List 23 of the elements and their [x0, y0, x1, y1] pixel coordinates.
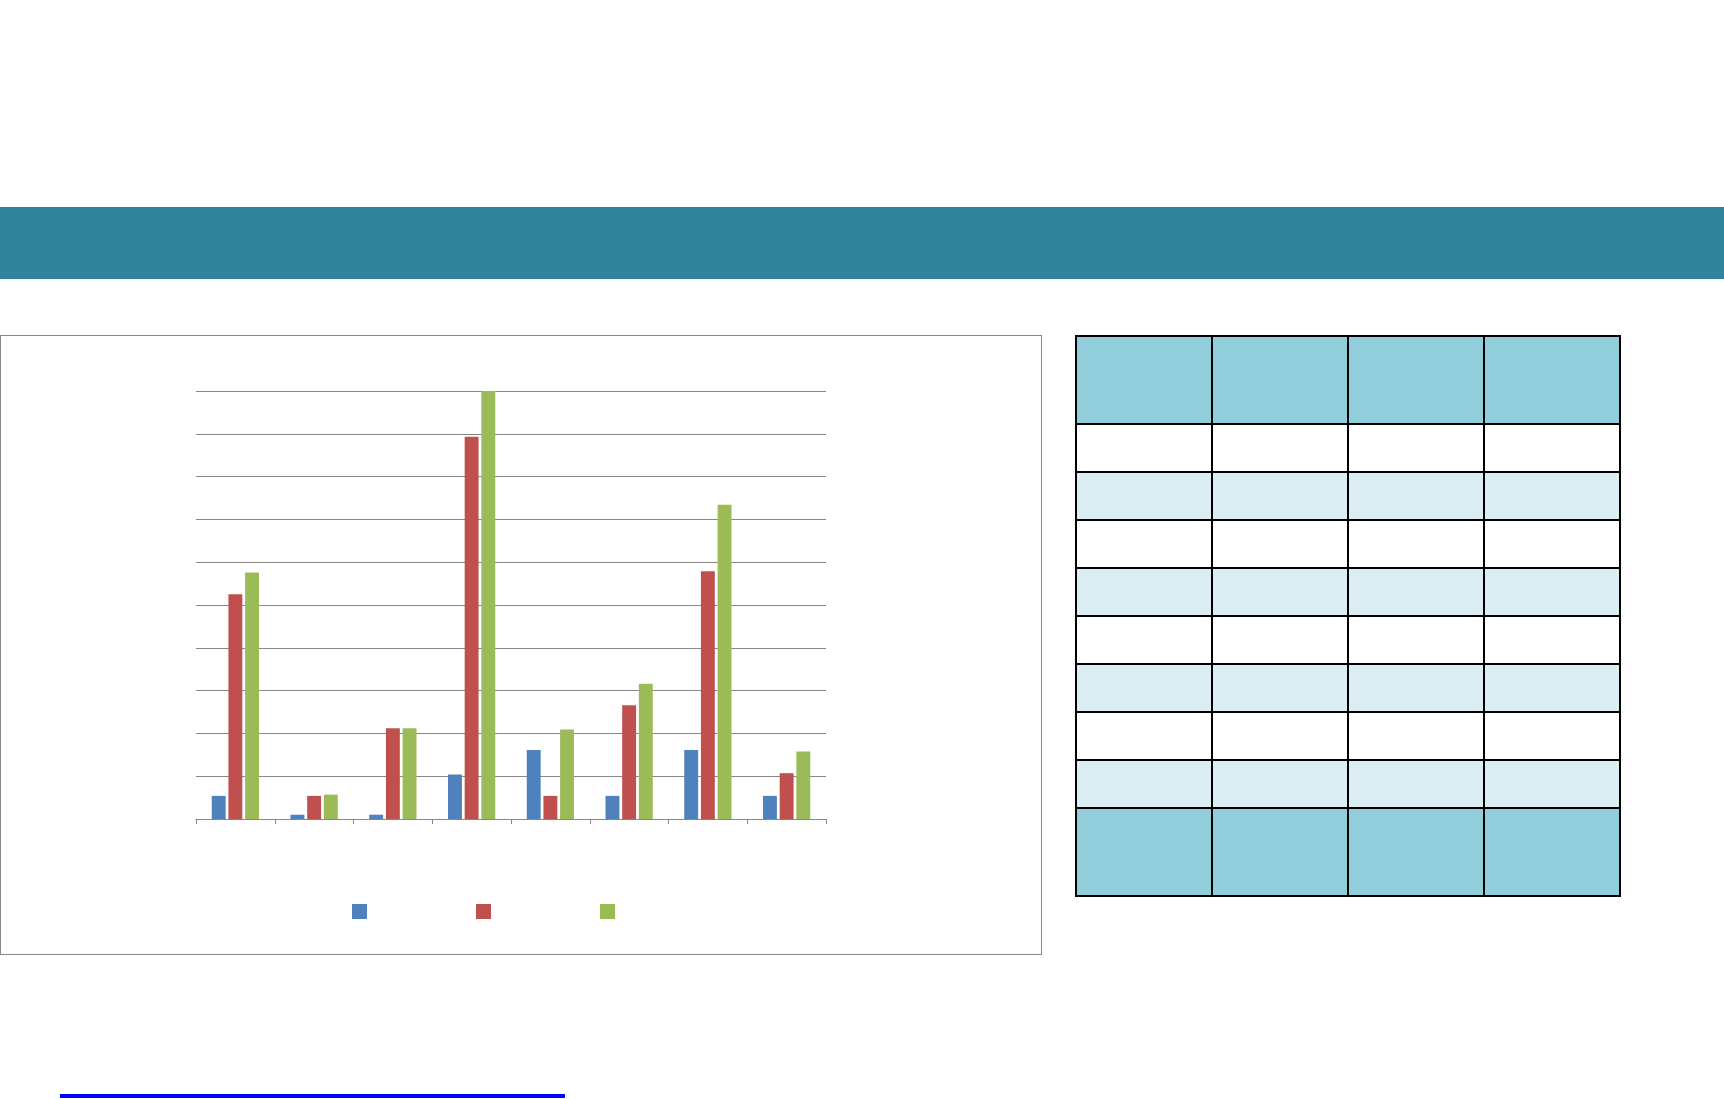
- bar: [369, 814, 384, 819]
- bar: [638, 683, 653, 819]
- bar: [323, 794, 338, 819]
- bar: [779, 773, 794, 819]
- bar: [560, 729, 574, 819]
- bar: [481, 391, 496, 819]
- bar: [385, 728, 400, 819]
- bar: [228, 594, 243, 819]
- bar: [622, 705, 637, 819]
- bar: [763, 795, 777, 819]
- bar: [245, 572, 259, 819]
- bar: [796, 751, 811, 819]
- bar: [526, 750, 541, 819]
- bar: [211, 795, 226, 819]
- bar: [543, 795, 558, 819]
- bar: [448, 774, 462, 819]
- bar: [605, 795, 620, 819]
- bar: [684, 750, 699, 819]
- bar: [717, 504, 732, 819]
- bar: [402, 728, 417, 819]
- bar: [464, 436, 479, 819]
- bar: [307, 795, 322, 819]
- bar: [700, 571, 715, 819]
